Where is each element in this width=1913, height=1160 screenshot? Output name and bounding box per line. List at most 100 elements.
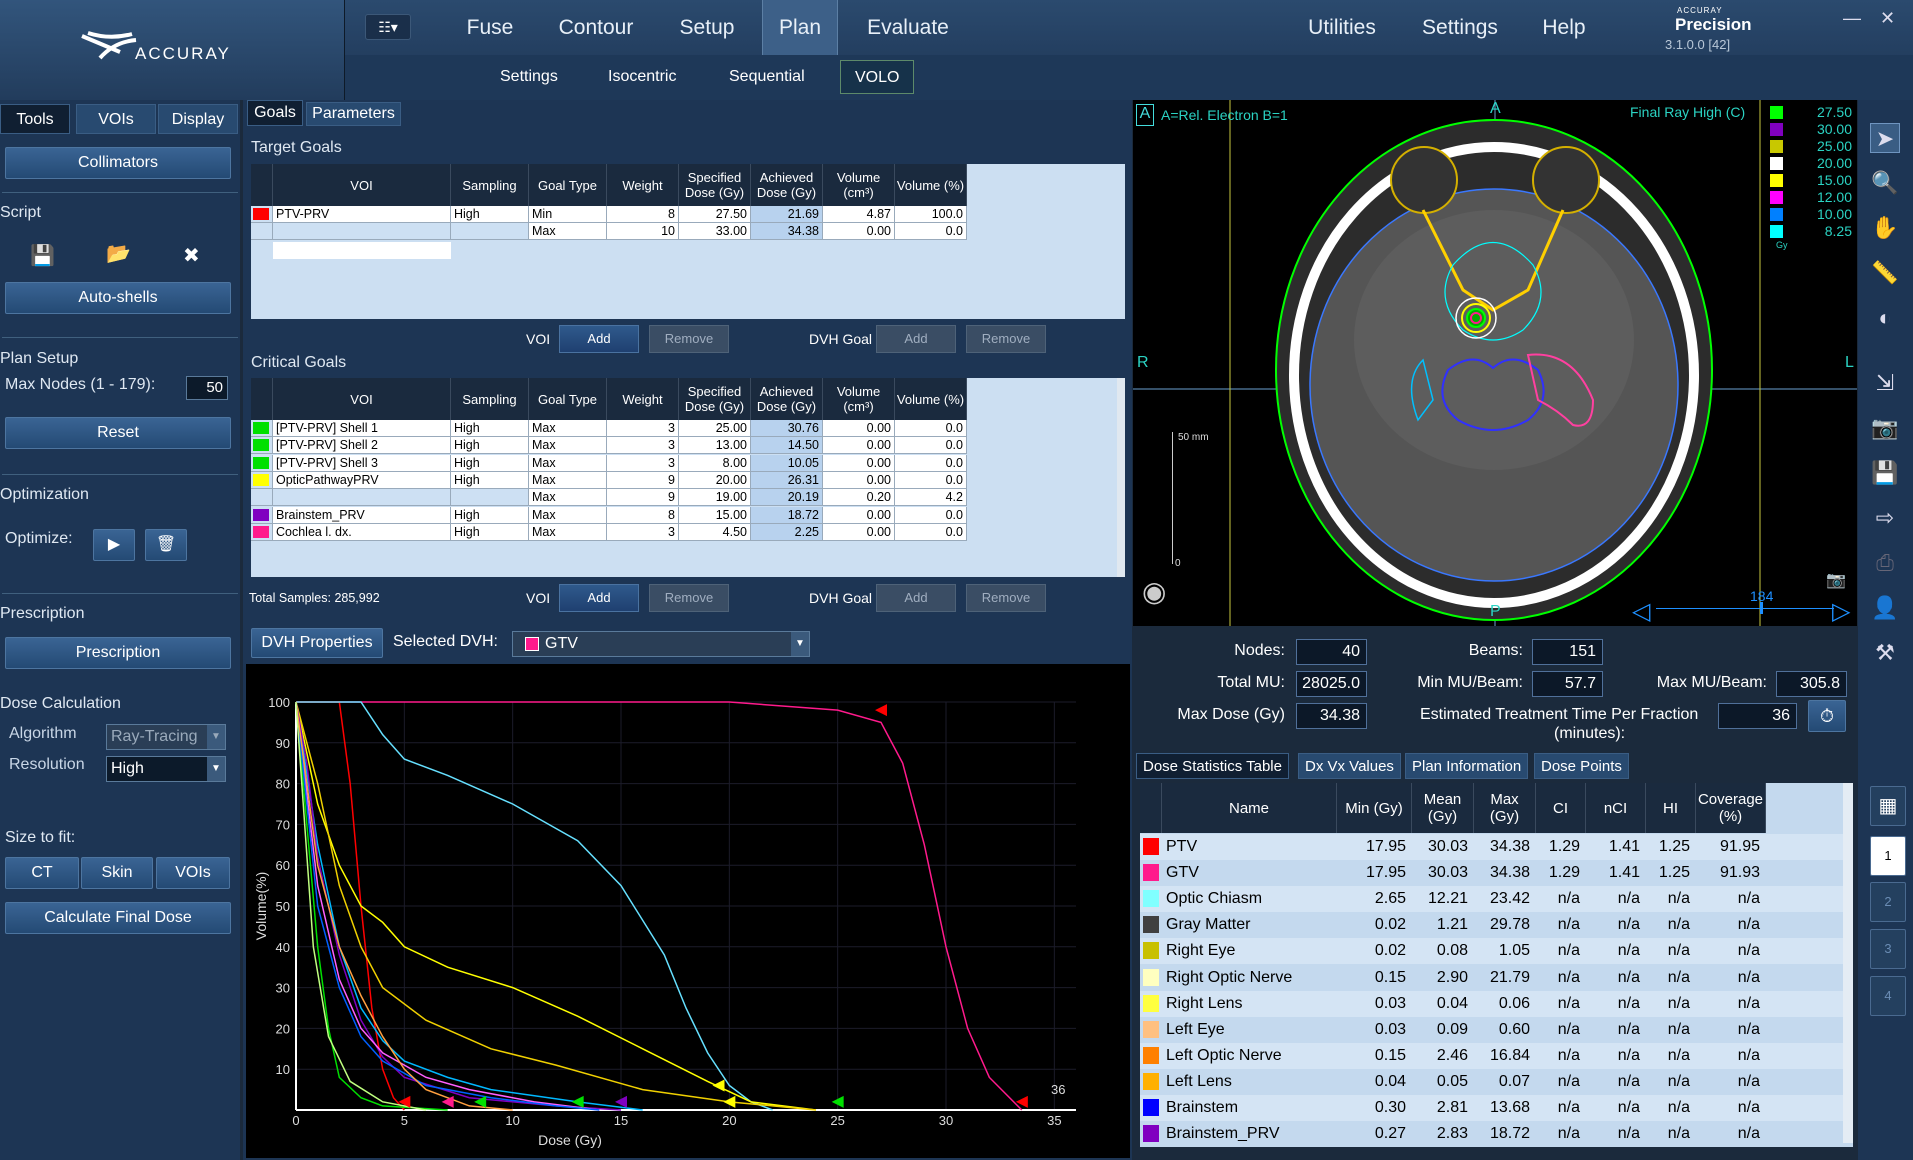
submenu-settings[interactable]: Settings <box>500 68 558 85</box>
tab-dx-vx-values[interactable]: Dx Vx Values <box>1298 753 1401 779</box>
remove-critical-dvh-goal-button[interactable]: Remove <box>966 584 1046 612</box>
new-voi-row[interactable] <box>273 242 451 259</box>
dose-table-row[interactable]: Gray Matter 0.02 1.21 29.78 n/a n/a n/a n/a <box>1140 912 1853 939</box>
table-row[interactable]: [PTV-PRV] Shell 2 High Max 3 13.00 14.50 0.00 0… <box>251 437 967 455</box>
settings-tool-icon[interactable]: ⚒ <box>1875 640 1895 665</box>
dose-table-row[interactable]: Optic Chiasm 2.65 12.21 23.42 n/a n/a n/a n/a <box>1140 886 1853 913</box>
resolution-select[interactable]: High ▼ <box>106 756 226 782</box>
fit-ct-button[interactable]: CT <box>5 857 79 889</box>
submenu-isocentric[interactable]: Isocentric <box>608 68 677 85</box>
camera-icon[interactable]: 📷 <box>1871 415 1899 440</box>
grid-layout-icon[interactable]: ▦ <box>1870 786 1906 826</box>
person-icon[interactable]: 👤 <box>1871 595 1899 620</box>
page-tab-4[interactable]: 4 <box>1870 976 1906 1016</box>
slider-right-icon[interactable]: ▷ <box>1832 598 1851 625</box>
prescription-button[interactable]: Prescription <box>5 637 231 669</box>
remove-voi-button[interactable]: Remove <box>649 325 729 353</box>
play-icon[interactable]: ▶ <box>93 529 135 561</box>
submenu-sequential[interactable]: Sequential <box>729 68 805 85</box>
fit-skin-button[interactable]: Skin <box>81 857 153 889</box>
table-row[interactable]: Brainstem_PRV High Max 8 15.00 18.72 0.00 0.0 <box>251 506 967 524</box>
table-row[interactable]: OpticPathwayPRV High Max 9 20.00 26.31 0.00 0.0 <box>251 471 967 489</box>
dose-table-row[interactable]: Left Optic Nerve 0.15 2.46 16.84 n/a n/a n/a n/… <box>1140 1042 1853 1069</box>
tab-dose-statistics[interactable]: Dose Statistics Table <box>1136 753 1289 779</box>
dose-table-row[interactable]: Right Lens 0.03 0.04 0.06 n/a n/a n/a n/a <box>1140 990 1853 1017</box>
dose-table-row[interactable]: Left Eye 0.03 0.09 0.60 n/a n/a n/a n/a <box>1140 1016 1853 1043</box>
treatment-time-icon[interactable]: ⏱ <box>1808 700 1846 732</box>
tab-goals[interactable]: Goals <box>247 100 303 126</box>
window-level-icon[interactable]: ◐ <box>1878 305 1892 330</box>
table-row[interactable]: Max 10 33.00 34.38 0.00 0.0 <box>251 223 967 241</box>
add-critical-voi-button[interactable]: Add <box>559 584 639 612</box>
menu-utilities[interactable]: Utilities <box>1308 16 1376 39</box>
dose-table-header: Max (Gy) <box>1474 783 1536 833</box>
tab-vois[interactable]: VOIs <box>76 104 156 134</box>
dose-table-row[interactable]: PTV 17.95 30.03 34.38 1.29 1.41 1.25 91.95 <box>1140 834 1853 860</box>
table-row[interactable]: [PTV-PRV] Shell 1 High Max 3 25.00 30.76 0.00 0… <box>251 420 967 437</box>
ruler-icon[interactable]: 📏 <box>1871 260 1899 285</box>
tab-parameters[interactable]: Parameters <box>306 102 401 126</box>
add-voi-button[interactable]: Add <box>559 325 639 353</box>
menu-evaluate[interactable]: Evaluate <box>867 16 949 39</box>
collimators-button[interactable]: Collimators <box>5 147 231 179</box>
slice-slider-track[interactable] <box>1656 608 1834 609</box>
menu-setup[interactable]: Setup <box>679 16 735 39</box>
table-row[interactable]: [PTV-PRV] Shell 3 High Max 3 8.00 10.05 0.00 0.… <box>251 454 967 472</box>
tab-plan-information[interactable]: Plan Information <box>1405 753 1529 779</box>
camera-icon[interactable]: 📷 <box>1826 572 1846 589</box>
dose-table-row[interactable]: GTV 17.95 30.03 34.38 1.29 1.41 1.25 91.93 <box>1140 860 1853 887</box>
page-tab-3[interactable]: 3 <box>1870 929 1906 969</box>
scrollbar[interactable] <box>1117 378 1125 577</box>
add-dvh-goal-button[interactable]: Add <box>876 325 956 353</box>
open-script-icon[interactable]: 📂 <box>106 243 131 265</box>
menu-plan[interactable]: Plan <box>762 0 838 55</box>
ct-image-view[interactable] <box>1133 100 1857 626</box>
tab-tools[interactable]: Tools <box>0 104 70 134</box>
trash-icon[interactable]: 🗑 <box>145 529 187 561</box>
table-row[interactable]: Max 9 19.00 20.19 0.20 4.2 <box>251 489 967 507</box>
save-script-icon[interactable]: 💾 <box>30 245 55 267</box>
tab-display[interactable]: Display <box>158 104 238 134</box>
dose-table-row[interactable]: Right Optic Nerve 0.15 2.90 21.79 n/a n/a n/a n… <box>1140 964 1853 991</box>
fit-view-icon[interactable]: ⇲ <box>1875 370 1895 395</box>
fit-vois-button[interactable]: VOIs <box>156 857 230 889</box>
save-icon[interactable]: 💾 <box>1871 460 1899 485</box>
pan-hand-icon[interactable]: ✋ <box>1871 215 1899 240</box>
page-tab-1[interactable]: 1 <box>1870 836 1906 876</box>
dose-table-row[interactable]: Brainstem_PRV 0.27 2.83 18.72 n/a n/a n/a n/a <box>1140 1121 1853 1148</box>
dose-table-row[interactable]: Right Eye 0.02 0.08 1.05 n/a n/a n/a n/a <box>1140 938 1853 965</box>
dose-table-row[interactable]: Left Lens 0.04 0.05 0.07 n/a n/a n/a n/a <box>1140 1068 1853 1095</box>
remove-dvh-goal-button[interactable]: Remove <box>966 325 1046 353</box>
reset-button[interactable]: Reset <box>5 417 231 449</box>
dose-table-row[interactable]: Brainstem 0.30 2.81 13.68 n/a n/a n/a n/a <box>1140 1095 1853 1121</box>
app-grid-button[interactable]: ☷▾ <box>365 14 411 40</box>
minimize-icon[interactable]: — <box>1843 8 1861 28</box>
max-nodes-input[interactable]: 50 <box>186 376 228 400</box>
printer-icon[interactable]: ⎙ <box>1876 550 1894 575</box>
calculate-final-dose-button[interactable]: Calculate Final Dose <box>5 902 231 934</box>
table-row[interactable]: Cochlea l. dx. High Max 3 4.50 2.25 0.00 0.0 <box>251 523 967 541</box>
menu-help[interactable]: Help <box>1542 16 1586 39</box>
slice-slider-thumb[interactable] <box>1760 602 1763 614</box>
remove-critical-voi-button[interactable]: Remove <box>649 584 729 612</box>
pointer-icon[interactable]: ➤ <box>1870 123 1900 153</box>
algorithm-select[interactable]: Ray-Tracing ▼ <box>106 724 226 750</box>
delete-script-icon[interactable]: ✖ <box>183 245 200 267</box>
add-critical-dvh-goal-button[interactable]: Add <box>876 584 956 612</box>
auto-shells-button[interactable]: Auto-shells <box>5 282 231 314</box>
menu-settings[interactable]: Settings <box>1422 16 1498 39</box>
submenu-volo[interactable]: VOLO <box>840 60 915 94</box>
slider-left-icon[interactable]: ◁ <box>1632 598 1651 625</box>
dvh-properties-button[interactable]: DVH Properties <box>251 628 383 658</box>
cell-pct: 0.0 <box>895 437 967 455</box>
menu-fuse[interactable]: Fuse <box>466 16 514 39</box>
close-icon[interactable]: ✕ <box>1880 8 1896 28</box>
table-row[interactable]: PTV-PRV High Min 8 27.50 21.69 4.87 100.0 <box>251 206 967 223</box>
tab-dose-points[interactable]: Dose Points <box>1534 753 1629 779</box>
zoom-icon[interactable]: 🔍 <box>1871 170 1899 195</box>
page-tab-2[interactable]: 2 <box>1870 882 1906 922</box>
selected-dvh-select[interactable]: GTV ▼ <box>512 631 810 657</box>
menu-contour[interactable]: Contour <box>558 16 634 39</box>
scrollbar[interactable] <box>1843 783 1853 1143</box>
export-icon[interactable]: ⇨ <box>1875 505 1895 530</box>
